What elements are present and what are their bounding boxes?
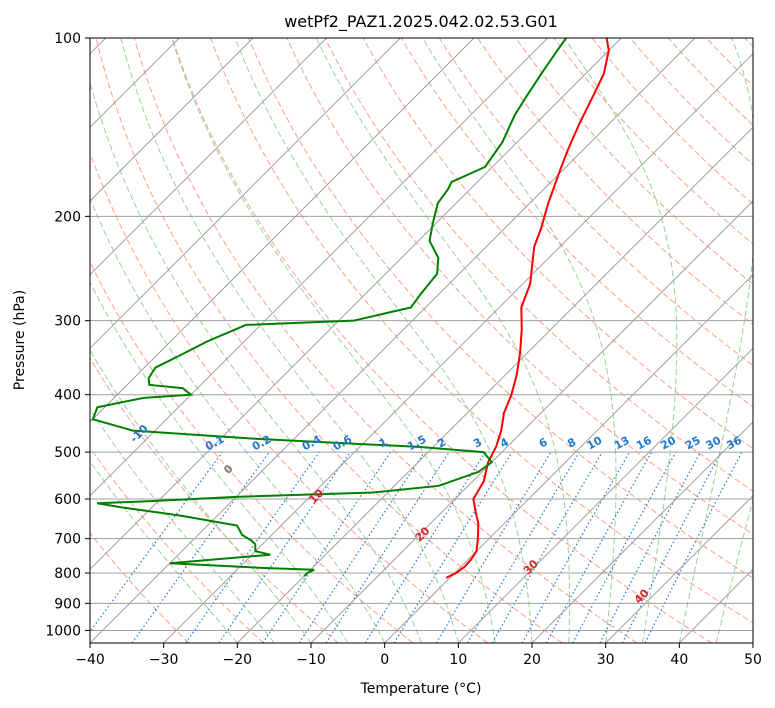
isotherm-line xyxy=(90,38,622,571)
y-axis-title: Pressure (hPa) xyxy=(12,290,28,390)
y-tick-label: 700 xyxy=(54,532,81,548)
isotherm-line xyxy=(531,421,753,643)
mixing-ratio-line xyxy=(218,451,351,643)
mixing-ratio-line xyxy=(393,451,513,643)
y-tick-label: 200 xyxy=(54,209,81,225)
x-tick-label: −20 xyxy=(223,652,253,668)
x-tick-label: 40 xyxy=(670,652,688,668)
temperature-profile-line xyxy=(445,38,610,579)
mixing-ratio-line xyxy=(90,451,223,633)
y-tick-label: 600 xyxy=(54,492,81,508)
isotherm-line xyxy=(90,38,401,350)
moist-adiabat-line xyxy=(422,38,617,643)
isotherm-line xyxy=(457,347,753,643)
mixing-ratio-line xyxy=(545,451,653,643)
dry-adiabat-line xyxy=(90,357,339,643)
y-tick-label: 400 xyxy=(54,388,81,404)
y-tick-label: 900 xyxy=(54,596,81,612)
isotherm-line xyxy=(163,52,753,643)
isotherm-line xyxy=(90,38,696,643)
mixing-ratio-label: 20 xyxy=(658,434,678,453)
y-tick-label: 300 xyxy=(54,314,81,330)
isotherm-line xyxy=(90,38,475,423)
isotherm-line xyxy=(90,38,254,202)
mixing-ratio-line xyxy=(644,451,743,643)
plot-frame xyxy=(89,37,754,644)
dry-adiabat-line xyxy=(210,38,753,624)
mixing-ratio-label: 25 xyxy=(683,434,703,453)
mixing-ratio-line xyxy=(185,451,320,643)
isotherm-line xyxy=(236,126,753,643)
axes: −40 −30 −20 −10 0 10 20 30 40 50 100 200 300 400 500 60… xyxy=(45,31,762,668)
moist-adiabat-line xyxy=(90,349,312,643)
moist-adiabat-line xyxy=(90,460,238,643)
y-tick-label: 500 xyxy=(54,445,81,461)
moist-adiabat-line xyxy=(90,80,422,643)
dry-adiabat-line xyxy=(90,532,190,643)
x-axis-title: Temperature (°C) xyxy=(360,681,482,697)
dry-adiabat-line xyxy=(248,38,753,579)
moist-adiabat-line xyxy=(90,197,386,643)
dry-adiabat-line xyxy=(90,151,488,643)
dry-adiabat-line xyxy=(400,38,753,408)
mixing-ratio-label: 36 xyxy=(724,434,744,453)
moist-adiabat-line xyxy=(90,407,275,643)
isotherm-line xyxy=(90,38,328,276)
dry-adiabat-line xyxy=(90,446,264,643)
x-tick-label: 30 xyxy=(597,652,615,668)
isotherm-line xyxy=(310,200,753,643)
dry-adiabat-line xyxy=(95,38,563,643)
moist-adiabat-line xyxy=(678,38,753,643)
dewpoint-profile-line xyxy=(91,38,567,577)
x-tick-label: 50 xyxy=(744,652,762,668)
mixing-ratio-label: 13 xyxy=(612,434,632,453)
moist-adiabat-line xyxy=(315,38,571,643)
mixing-ratio-line xyxy=(521,451,631,643)
x-tick-label: −10 xyxy=(296,652,326,668)
x-tick-label: 0 xyxy=(380,652,389,668)
plot-area: 0.10.20.40.611.52346810131620253036-100-… xyxy=(90,38,753,643)
mixing-ratio-line xyxy=(262,451,392,643)
moist-adiabat-line xyxy=(120,38,459,643)
x-tick-label: −40 xyxy=(75,652,105,668)
mixing-ratio-line xyxy=(131,451,270,643)
mixing-ratio-line xyxy=(325,451,450,643)
chart-title: wetPf2_PAZ1.2025.042.02.53.G01 xyxy=(284,12,558,32)
mixing-ratio-line xyxy=(298,451,425,643)
x-tick-label: 10 xyxy=(449,652,467,668)
dry-adiabat-line xyxy=(515,38,753,285)
moist-adiabat-line xyxy=(171,38,496,643)
isotherm-line xyxy=(605,494,753,643)
mixing-ratio-label: 10 xyxy=(585,434,605,453)
mixing-ratio-line xyxy=(572,451,677,643)
y-tick-label: 800 xyxy=(54,566,81,582)
x-tick-label: 20 xyxy=(523,652,541,668)
dry-adiabat-line xyxy=(439,38,753,367)
dry-adiabat-line xyxy=(133,38,638,643)
isotherm-line xyxy=(90,38,549,497)
y-tick-label: 1000 xyxy=(45,623,81,639)
mixing-ratio-label: 16 xyxy=(634,434,654,453)
mixing-ratio-label: 30 xyxy=(704,434,724,453)
isotherm-line xyxy=(384,273,753,643)
x-tick-label: −30 xyxy=(149,652,179,668)
y-tick-label: 100 xyxy=(54,31,81,47)
moist-adiabat-line xyxy=(563,38,678,643)
